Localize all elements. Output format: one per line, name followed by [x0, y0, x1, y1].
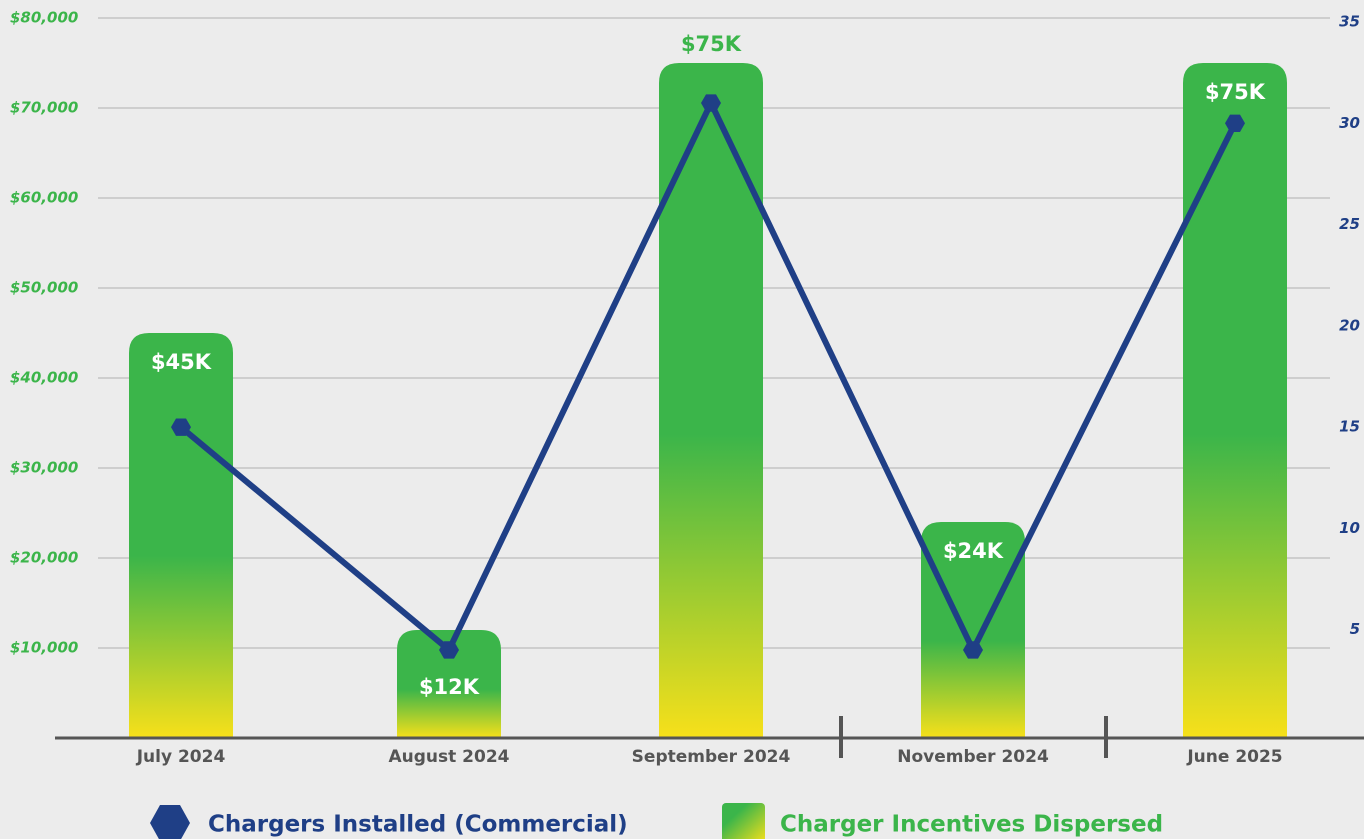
bar [397, 630, 501, 738]
data-label: $12K [419, 675, 480, 699]
y-tick-label: $20,000 [10, 549, 78, 567]
y2-tick-label: 5 [1350, 620, 1360, 638]
data-label: $45K [151, 350, 212, 374]
bar [921, 522, 1025, 738]
line-marker [963, 641, 983, 659]
x-tick-label: September 2024 [632, 747, 791, 767]
bar [129, 333, 233, 738]
y2-tick-label: 15 [1339, 418, 1360, 436]
y2-tick-label: 30 [1339, 114, 1360, 132]
line-marker [1225, 114, 1245, 132]
y-tick-label: $50,000 [10, 279, 78, 297]
y-tick-label: $60,000 [10, 189, 78, 207]
data-label: $24K [943, 539, 1004, 563]
line-marker [171, 418, 191, 436]
legend-swatch [722, 803, 765, 839]
legend-label: Charger Incentives Dispersed [780, 812, 1163, 838]
y-tick-label: $70,000 [10, 99, 78, 117]
y2-tick-label: 25 [1339, 215, 1360, 233]
plot [129, 63, 1287, 738]
y-tick-label: $40,000 [10, 369, 78, 387]
bar [1183, 63, 1287, 738]
x-tick-label: November 2024 [897, 747, 1049, 767]
line-marker [701, 94, 721, 112]
bar [659, 63, 763, 738]
y2-tick-label: 20 [1339, 316, 1360, 334]
legend-marker [150, 805, 190, 839]
data-label: $75K [681, 32, 742, 56]
y-tick-label: $80,000 [10, 9, 78, 27]
x-tick-label: June 2025 [1186, 747, 1282, 767]
data-label: $75K [1205, 80, 1266, 104]
x-tick-label: July 2024 [136, 747, 226, 767]
line-marker [439, 641, 459, 659]
y2-tick-label: 35 [1339, 13, 1360, 31]
y-tick-label: $10,000 [10, 639, 78, 657]
x-tick-label: August 2024 [388, 747, 509, 767]
legend-label: Chargers Installed (Commercial) [208, 812, 628, 838]
y2-tick-label: 10 [1339, 519, 1360, 537]
y-tick-label: $30,000 [10, 459, 78, 477]
